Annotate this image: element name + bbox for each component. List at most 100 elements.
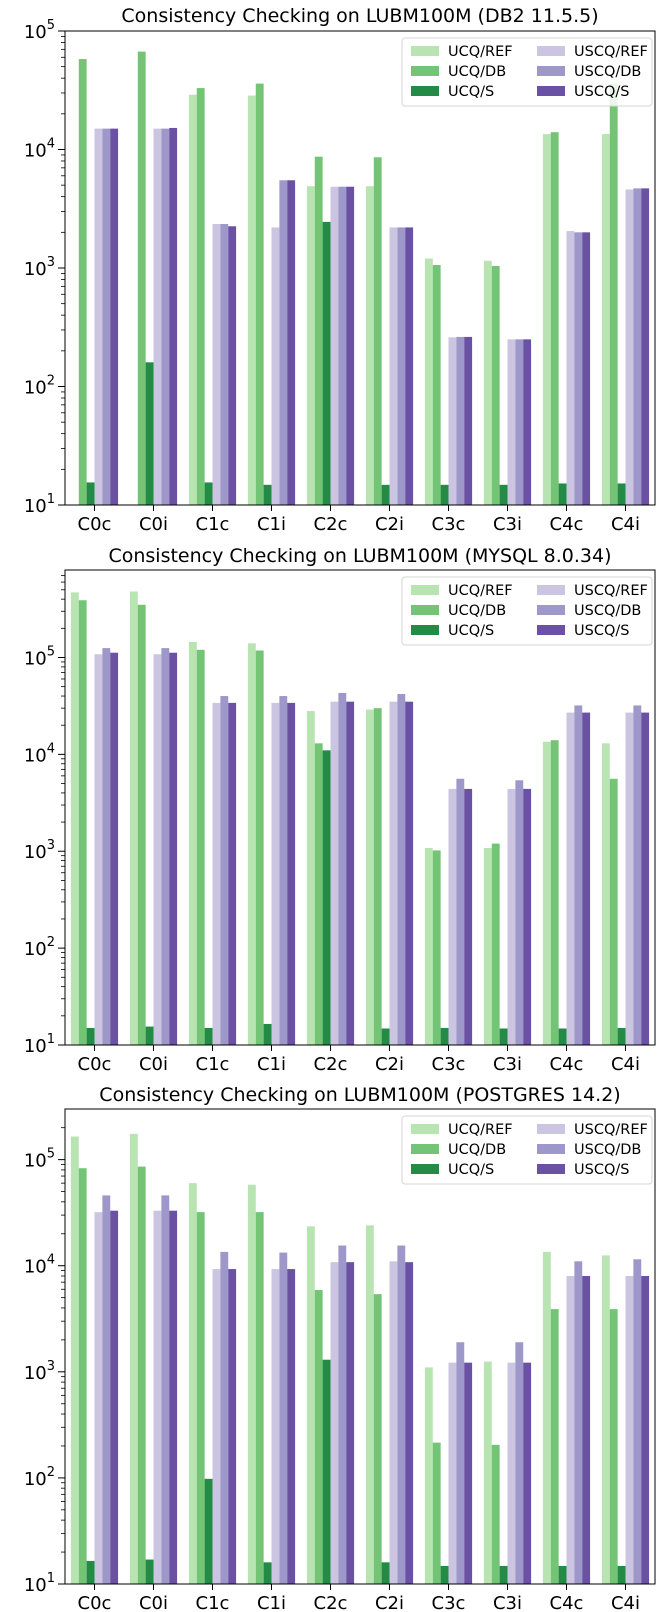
bar-uscq-s-c0i xyxy=(169,652,178,1045)
bar-uscq-db-c2i xyxy=(397,693,406,1045)
bar-uscq-s-c0c xyxy=(110,128,119,505)
bar-uscq-s-c3i xyxy=(523,788,532,1045)
bar-ucq-db-c3c xyxy=(432,1442,441,1584)
x-tick-label-c1c: C1c xyxy=(196,1054,230,1075)
bar-ucq-db-c3i xyxy=(491,843,500,1045)
bar-ucq-db-c2c xyxy=(314,1290,323,1584)
legend-label: USCQ/DB xyxy=(574,64,641,80)
bar-ucq-db-c0c xyxy=(78,1168,87,1584)
bar-ucq-s-c0c xyxy=(86,1560,95,1584)
bar-ucq-s-c2i xyxy=(381,1562,390,1584)
bar-uscq-ref-c0c xyxy=(94,654,103,1045)
bar-uscq-ref-c1c xyxy=(212,702,221,1045)
x-tick-label-c2i: C2i xyxy=(375,1593,404,1612)
x-tick-label-c0c: C0c xyxy=(78,1054,112,1075)
y-tick-label: 105 xyxy=(24,644,55,669)
bar-uscq-ref-c1c xyxy=(212,224,221,505)
legend-box xyxy=(401,576,653,646)
bar-uscq-db-c4i xyxy=(633,1259,642,1584)
bar-ucq-ref-c4i xyxy=(601,743,610,1045)
bar-ucq-s-c3i xyxy=(499,1565,508,1584)
y-tick-label: 101 xyxy=(24,1571,55,1596)
bar-uscq-s-c3i xyxy=(523,1362,532,1584)
legend-label: UCQ/S xyxy=(448,84,494,100)
bar-uscq-db-c4c xyxy=(574,1261,583,1584)
bar-uscq-s-c0c xyxy=(110,652,119,1045)
chart-panel-3: Consistency Checking on LUBM100M (POSTGR… xyxy=(24,1084,656,1612)
legend-label: UCQ/S xyxy=(448,1162,494,1178)
bar-uscq-s-c0i xyxy=(169,1210,178,1584)
bar-uscq-ref-c2c xyxy=(330,186,339,506)
bar-ucq-s-c0i xyxy=(145,362,154,505)
bar-uscq-s-c1c xyxy=(228,226,237,505)
bar-uscq-db-c2i xyxy=(397,1245,406,1584)
bar-ucq-s-c4c xyxy=(558,1028,567,1045)
bar-ucq-db-c2i xyxy=(373,708,382,1045)
bar-uscq-ref-c3c xyxy=(448,1362,457,1584)
bar-uscq-db-c2c xyxy=(338,693,347,1045)
bar-ucq-s-c3c xyxy=(440,484,449,505)
bar-ucq-db-c0i xyxy=(137,51,146,506)
bar-ucq-s-c1i xyxy=(263,484,272,505)
legend-swatch xyxy=(537,1124,565,1134)
bar-uscq-db-c3c xyxy=(456,778,465,1045)
x-tick-label-c4c: C4c xyxy=(550,1054,584,1075)
x-tick-label-c3c: C3c xyxy=(432,1593,466,1612)
bar-uscq-ref-c0i xyxy=(153,1210,162,1584)
bar-ucq-s-c0i xyxy=(145,1559,154,1584)
bar-uscq-s-c3c xyxy=(464,1362,473,1584)
bar-uscq-db-c4c xyxy=(574,232,583,505)
legend-label: USCQ/S xyxy=(574,623,629,639)
bar-uscq-ref-c1c xyxy=(212,1269,221,1584)
legend-label: UCQ/REF xyxy=(448,44,513,60)
x-tick-label-c3c: C3c xyxy=(432,1054,466,1075)
bar-uscq-ref-c3i xyxy=(507,1362,516,1584)
x-tick-label-c4i: C4i xyxy=(611,514,640,535)
bar-ucq-s-c0c xyxy=(86,482,95,505)
bar-uscq-ref-c1i xyxy=(271,227,280,506)
bar-uscq-s-c2c xyxy=(346,186,355,506)
x-tick-label-c2c: C2c xyxy=(314,1593,348,1612)
bar-ucq-s-c2i xyxy=(381,484,390,505)
bar-uscq-db-c4c xyxy=(574,705,583,1045)
legend-box xyxy=(401,1115,653,1185)
legend-swatch xyxy=(537,625,565,635)
bar-uscq-s-c2c xyxy=(346,1262,355,1584)
legend-swatch xyxy=(537,585,565,595)
legend-swatch xyxy=(537,86,565,96)
legend: UCQ/REF UCQ/DB UCQ/S USCQ/REF USCQ/DB USCQ/S xyxy=(401,1115,653,1185)
bar-uscq-ref-c4i xyxy=(625,1276,634,1584)
bar-uscq-ref-c0c xyxy=(94,128,103,505)
bar-uscq-ref-c2i xyxy=(389,1261,398,1584)
bar-uscq-db-c1c xyxy=(220,1251,229,1584)
bar-uscq-ref-c4i xyxy=(625,189,634,505)
bar-uscq-s-c3i xyxy=(523,339,532,505)
bar-ucq-db-c4c xyxy=(550,1309,559,1584)
bar-uscq-ref-c0i xyxy=(153,654,162,1045)
bar-uscq-s-c4c xyxy=(582,1276,591,1584)
bar-uscq-db-c3c xyxy=(456,1342,465,1584)
legend-swatch xyxy=(537,66,565,76)
plot-frame xyxy=(64,1108,656,1585)
bar-uscq-db-c1c xyxy=(220,696,229,1045)
bar-uscq-s-c3c xyxy=(464,336,473,505)
legend-label: UCQ/S xyxy=(448,623,494,639)
bar-uscq-s-c1i xyxy=(287,702,296,1045)
bar-ucq-ref-c3i xyxy=(483,1361,492,1584)
bar-ucq-db-c4c xyxy=(550,740,559,1045)
x-tick-label-c3i: C3i xyxy=(493,1054,522,1075)
bar-ucq-db-c4c xyxy=(550,132,559,505)
bar-ucq-ref-c4c xyxy=(542,741,551,1045)
bar-ucq-db-c2i xyxy=(373,1294,382,1584)
bar-ucq-db-c1c xyxy=(196,1212,205,1584)
bar-uscq-s-c4c xyxy=(582,232,591,505)
bar-ucq-db-c4i xyxy=(609,778,618,1045)
bar-ucq-ref-c2i xyxy=(365,1225,374,1584)
bar-ucq-db-c0i xyxy=(137,604,146,1045)
bar-uscq-db-c2i xyxy=(397,227,406,506)
y-tick-label: 104 xyxy=(24,741,55,766)
bar-ucq-db-c1i xyxy=(255,650,264,1045)
x-tick-label-c4c: C4c xyxy=(550,1593,584,1612)
bar-ucq-db-c3i xyxy=(491,1444,500,1584)
